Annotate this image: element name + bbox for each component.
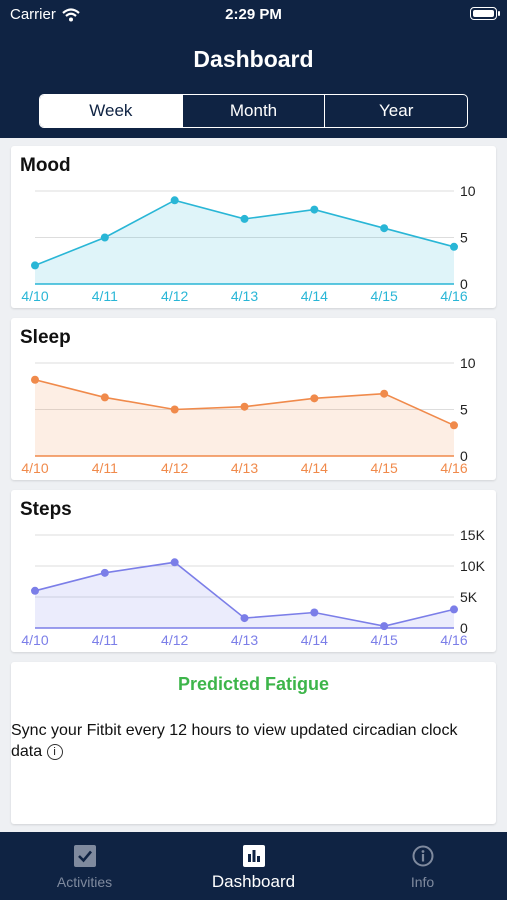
x-tick-label: 4/15 xyxy=(371,632,398,648)
y-tick-label: 10 xyxy=(460,355,476,371)
checkbox-icon xyxy=(73,845,96,867)
y-tick-label: 10K xyxy=(460,558,486,574)
y-tick-label: 15K xyxy=(460,527,486,543)
x-tick-label: 4/13 xyxy=(231,632,258,648)
segment-week[interactable]: Week xyxy=(40,95,182,127)
steps-chart: 0 5K 10K 15K 4/10 4/11 4/12 4/13 4/14 4/15 4/16 xyxy=(21,527,486,648)
tab-dashboard[interactable]: Dashboard xyxy=(169,832,338,900)
data-point xyxy=(240,614,249,623)
tab-dashboard-label: Dashboard xyxy=(211,872,296,891)
steps-card: Steps 0 5K 10K 15K 4/10 4/11 4/12 4/13 4/14 4/15 4… xyxy=(11,490,496,652)
x-tick-label: 4/13 xyxy=(231,460,258,476)
info-circle-icon xyxy=(412,845,433,867)
x-tick-label: 4/13 xyxy=(231,288,258,304)
tab-info[interactable]: Info xyxy=(338,832,507,900)
data-point xyxy=(240,214,249,223)
x-tick-label: 4/12 xyxy=(161,288,188,304)
data-point xyxy=(310,205,319,214)
data-point xyxy=(170,558,179,567)
x-tick-label: 4/16 xyxy=(440,460,467,476)
y-tick-label: 5 xyxy=(460,402,468,418)
sleep-chart-title: Sleep xyxy=(20,327,71,348)
info-icon[interactable]: i xyxy=(46,744,63,760)
mood-chart-title: Mood xyxy=(20,155,71,176)
period-segmented-control: Week Month Year xyxy=(39,94,468,128)
x-tick-label: 4/11 xyxy=(92,632,118,648)
bar-chart-icon xyxy=(242,845,265,867)
y-tick-label: 0 xyxy=(460,448,468,464)
x-tick-label: 4/15 xyxy=(371,288,398,304)
data-point xyxy=(380,389,389,398)
data-point xyxy=(240,402,249,411)
mood-chart: 0 5 10 4/10 4/11 4/12 4/13 4/14 4/15 4/16 xyxy=(21,183,476,304)
fatigue-card: Predicted Fatigue Sync your Fitbit every… xyxy=(11,662,496,824)
data-point xyxy=(450,242,458,251)
data-point xyxy=(380,224,389,233)
steps-chart-title: Steps xyxy=(20,499,72,520)
y-tick-label: 0 xyxy=(460,620,468,636)
x-tick-label: 4/10 xyxy=(21,632,48,648)
x-tick-label: 4/11 xyxy=(92,288,118,304)
status-bar: Carrier 2:29 PM xyxy=(0,6,507,26)
wifi-icon xyxy=(62,8,80,22)
y-tick-label: 5K xyxy=(460,589,478,605)
x-tick-label: 4/16 xyxy=(440,288,467,304)
fatigue-title: Predicted Fatigue xyxy=(177,674,330,694)
y-tick-label: 0 xyxy=(460,276,468,292)
x-tick-label: 4/14 xyxy=(301,632,328,648)
sleep-card: Sleep 0 5 10 4/10 4/11 4/12 4/13 4/14 4/15 4/16 xyxy=(11,318,496,480)
x-tick-label: 4/15 xyxy=(371,460,398,476)
series-area xyxy=(35,200,454,284)
app-header: Carrier 2:29 PM Dashboard Week Month Yea… xyxy=(0,0,507,138)
tab-info-label: Info xyxy=(410,874,435,890)
tab-bar: Activities Dashboard Info xyxy=(0,832,507,900)
status-time: 2:29 PM xyxy=(225,6,282,23)
y-tick-label: 10 xyxy=(460,183,476,199)
data-point xyxy=(100,568,109,577)
page-title: Dashboard xyxy=(193,46,314,72)
data-point xyxy=(100,393,109,402)
data-point xyxy=(100,233,109,242)
fatigue-message: Sync your Fitbit every 12 hours to view … xyxy=(11,720,481,762)
x-tick-label: 4/11 xyxy=(92,460,118,476)
tab-activities[interactable]: Activities xyxy=(0,832,169,900)
data-point xyxy=(310,394,319,403)
data-point xyxy=(170,196,179,205)
x-tick-label: 4/14 xyxy=(301,288,328,304)
x-tick-label: 4/14 xyxy=(301,460,328,476)
data-point xyxy=(450,421,458,430)
data-point xyxy=(31,586,39,595)
x-tick-label: 4/10 xyxy=(21,460,48,476)
x-tick-label: 4/12 xyxy=(161,460,188,476)
mood-card: Mood 0 5 10 4/10 4/11 4/12 4/13 4/14 4/15 4/16 xyxy=(11,146,496,308)
fatigue-message-text: Sync your Fitbit every 12 hours to view … xyxy=(11,722,458,760)
x-tick-label: 4/10 xyxy=(21,288,48,304)
series-area xyxy=(35,379,454,456)
x-tick-label: 4/16 xyxy=(440,632,467,648)
tab-activities-label: Activities xyxy=(56,874,113,890)
data-point xyxy=(31,261,39,270)
battery-icon xyxy=(470,7,500,20)
segment-month[interactable]: Month xyxy=(181,95,325,127)
carrier-label: Carrier xyxy=(10,6,56,23)
segment-year[interactable]: Year xyxy=(324,95,467,127)
data-point xyxy=(170,405,179,414)
data-point xyxy=(450,605,458,614)
x-tick-label: 4/12 xyxy=(161,632,188,648)
sleep-chart: 0 5 10 4/10 4/11 4/12 4/13 4/14 4/15 4/16 xyxy=(21,355,476,476)
data-point xyxy=(380,622,389,631)
data-point xyxy=(31,375,39,384)
series-area xyxy=(35,562,454,628)
y-tick-label: 5 xyxy=(460,230,468,246)
data-point xyxy=(310,608,319,617)
